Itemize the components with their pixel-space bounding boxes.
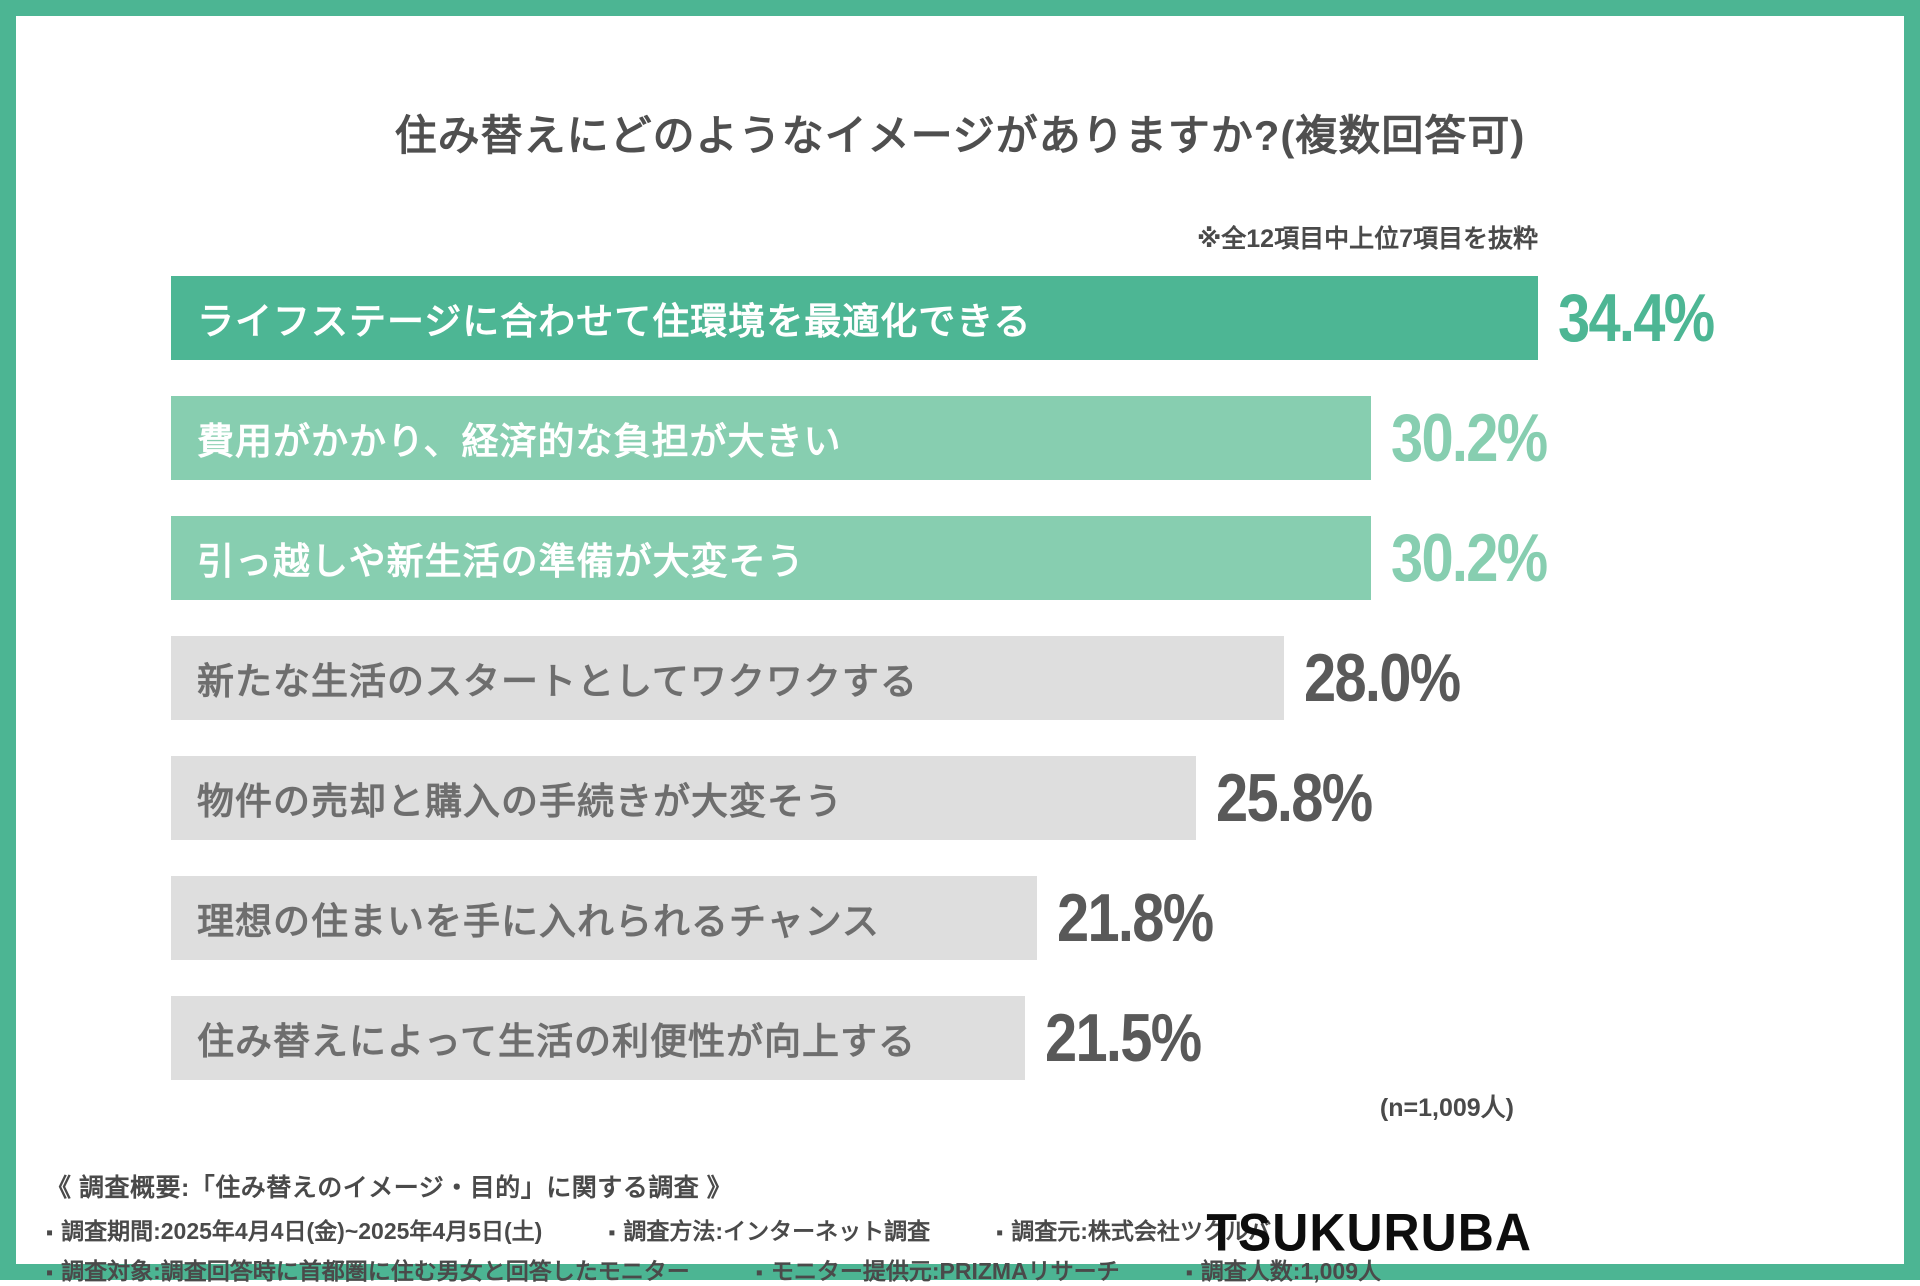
bar-value: 21.8% <box>1057 880 1214 956</box>
survey-details-row-2: ▪ 調査対象:調査回答時に首都圏に住む男女と回答したモニター ▪ モニター提供元… <box>46 1252 1381 1286</box>
bar-row: 費用がかかり、経済的な負担が大きい 30.2% <box>171 396 1548 480</box>
survey-summary: 《 調査概要:「住み替えのイメージ・目的」に関する調査 》 <box>46 1174 733 1202</box>
survey-detail-item: ▪ 調査対象:調査回答時に首都圏に住む男女と回答したモニター <box>46 1252 690 1286</box>
bar: ライフステージに合わせて住環境を最適化できる <box>171 276 1538 360</box>
bar-label: ライフステージに合わせて住環境を最適化できる <box>197 301 1032 342</box>
bar-row: 新たな生活のスタートとしてワクワクする 28.0% <box>171 636 1538 720</box>
bar-value: 28.0% <box>1303 640 1461 716</box>
survey-detail-text: 調査方法:インターネット調査 <box>623 1218 931 1244</box>
square-bullet-icon: ▪ <box>996 1222 1004 1244</box>
bar-chart: ライフステージに合わせて住環境を最適化できる 34.4% 費用がかかり、経済的な… <box>171 276 1715 1116</box>
survey-detail-item: ▪ モニター提供元:PRIZMAリサーチ <box>756 1252 1120 1286</box>
chart-note: ※全12項目中上位7項目を抜粋 <box>1196 225 1538 253</box>
survey-detail-text: モニター提供元:PRIZMAリサーチ <box>770 1258 1120 1284</box>
bar-value: 25.8% <box>1216 760 1373 836</box>
bar-row: 物件の売却と購入の手続きが大変そう 25.8% <box>171 756 1538 840</box>
survey-details-row-1: ▪ 調査期間:2025年4月4日(金)~2025年4月5日(土) ▪ 調査方法:… <box>46 1212 1271 1246</box>
bar-label: 住み替えによって生活の利便性が向上する <box>197 1021 917 1062</box>
survey-detail-item: ▪ 調査方法:インターネット調査 <box>608 1212 930 1246</box>
sample-size-label: (n=1,009人) <box>1379 1094 1514 1122</box>
bar: 新たな生活のスタートとしてワクワクする <box>171 636 1284 720</box>
bar-value: 34.4% <box>1558 280 1715 356</box>
bar-label: 引っ越しや新生活の準備が大変そう <box>197 541 805 582</box>
square-bullet-icon: ▪ <box>46 1222 54 1244</box>
bar: 物件の売却と購入の手続きが大変そう <box>171 756 1197 840</box>
bar-row: 住み替えによって生活の利便性が向上する 21.5% <box>171 996 1538 1080</box>
bar-label: 費用がかかり、経済的な負担が大きい <box>197 421 842 462</box>
survey-detail-text: 調査元:株式会社ツクルバ <box>1011 1218 1272 1244</box>
square-bullet-icon: ▪ <box>46 1262 54 1284</box>
square-bullet-icon: ▪ <box>1185 1262 1193 1284</box>
bar-row: ライフステージに合わせて住環境を最適化できる 34.4% <box>171 276 1715 360</box>
bar: 住み替えによって生活の利便性が向上する <box>171 996 1026 1080</box>
bar-label: 新たな生活のスタートとしてワクワクする <box>197 661 918 702</box>
survey-detail-text: 調査対象:調査回答時に首都圏に住む男女と回答したモニター <box>61 1258 690 1284</box>
tsukuruba-logo: TSUKURUBA <box>1206 1203 1532 1262</box>
page-title: 住み替えにどのようなイメージがありますか?(複数回答可) <box>394 112 1526 160</box>
bar: 理想の住まいを手に入れられるチャンス <box>171 876 1038 960</box>
survey-detail-text: 調査期間:2025年4月4日(金)~2025年4月5日(土) <box>61 1218 543 1244</box>
bar-value: 21.5% <box>1045 1000 1202 1076</box>
bar: 引っ越しや新生活の準備が大変そう <box>171 516 1372 600</box>
bar-row: 引っ越しや新生活の準備が大変そう 30.2% <box>171 516 1548 600</box>
bar-value: 30.2% <box>1391 400 1548 476</box>
bar-label: 理想の住まいを手に入れられるチャンス <box>197 901 880 942</box>
bar-label: 物件の売却と購入の手続きが大変そう <box>197 781 843 822</box>
square-bullet-icon: ▪ <box>608 1222 616 1244</box>
survey-detail-item: ▪ 調査期間:2025年4月4日(金)~2025年4月5日(土) <box>46 1212 542 1246</box>
bar-value: 30.2% <box>1391 520 1548 596</box>
bar: 費用がかかり、経済的な負担が大きい <box>171 396 1372 480</box>
bar-row: 理想の住まいを手に入れられるチャンス 21.8% <box>171 876 1538 960</box>
survey-detail-item: ▪ 調査元:株式会社ツクルバ <box>996 1212 1271 1246</box>
square-bullet-icon: ▪ <box>755 1262 763 1284</box>
